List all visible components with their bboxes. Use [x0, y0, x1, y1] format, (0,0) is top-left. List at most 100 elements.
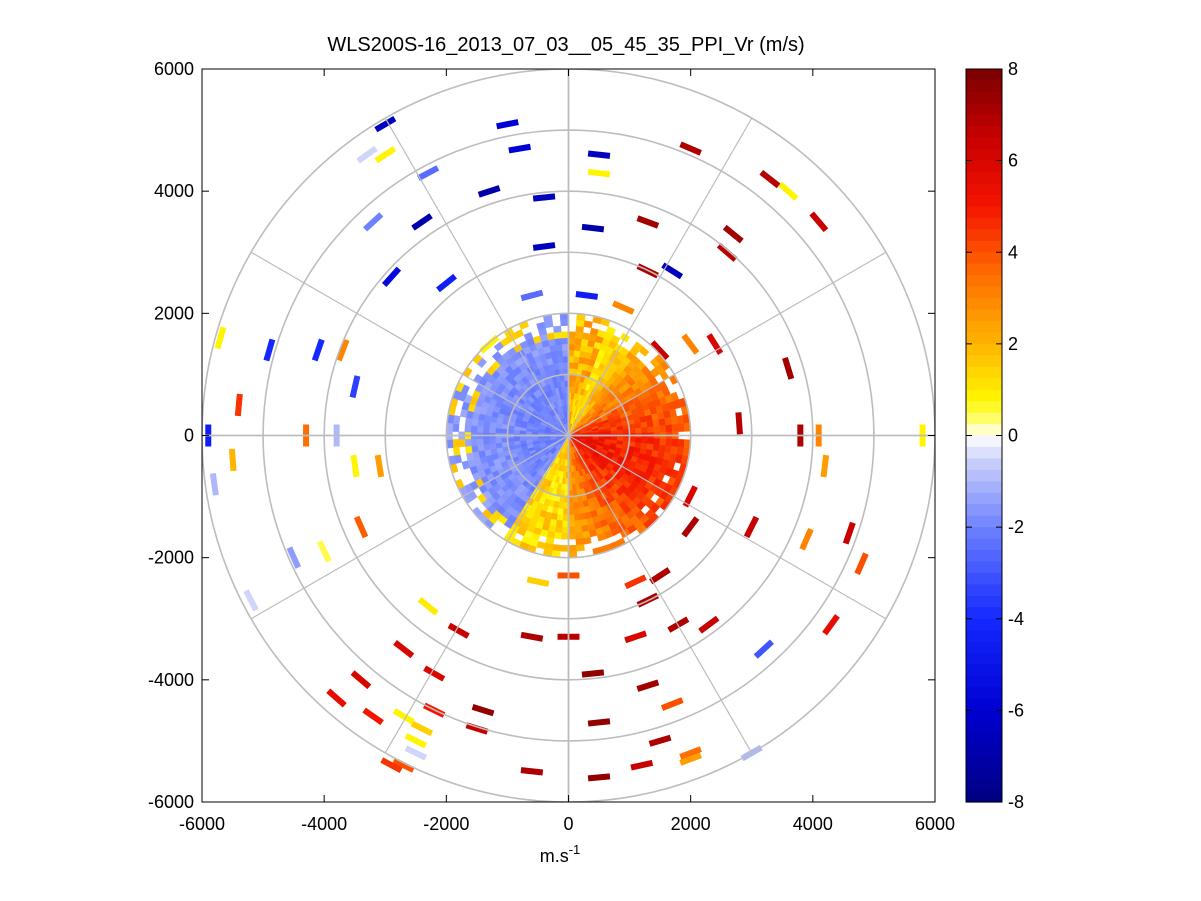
colorbar-segment: [966, 366, 1002, 379]
field-cell: [477, 444, 485, 452]
field-cell: [578, 506, 586, 515]
field-cell: [647, 426, 655, 433]
field-cell: [652, 419, 660, 427]
colorbar-segment: [966, 481, 1002, 494]
radar-return: [465, 722, 489, 735]
field-cell: [568, 343, 576, 351]
radar-return: [286, 546, 302, 569]
colorbar-segment: [966, 309, 1002, 322]
radar-return: [660, 697, 684, 711]
azimuth-spoke: [384, 435, 570, 754]
field-cell: [464, 424, 472, 433]
field-cell: [555, 519, 563, 528]
radar-return: [842, 521, 856, 545]
field-cell: [647, 438, 655, 445]
colorbar-segment: [966, 572, 1002, 585]
x-axis-label-text: m.s: [540, 846, 569, 866]
colorbar-segment: [966, 641, 1002, 654]
field-cell: [470, 425, 478, 433]
field-cell: [677, 423, 685, 432]
radar-return: [624, 574, 647, 590]
field-cell: [546, 332, 556, 341]
colorbar-tick-label: -8: [1008, 792, 1024, 812]
colorbar-segment: [966, 263, 1002, 276]
radar-return: [362, 707, 384, 726]
colorbar-segment: [966, 172, 1002, 185]
radar-return: [363, 212, 384, 232]
radar-return: [417, 597, 439, 616]
field-cell: [634, 422, 642, 429]
radar-return: [809, 211, 829, 233]
azimuth-spoke: [568, 434, 887, 620]
colorbar-segment: [966, 618, 1002, 631]
colorbar-segment: [966, 355, 1002, 368]
field-cell: [465, 445, 473, 454]
field-cell: [610, 430, 618, 435]
radar-return: [526, 576, 550, 587]
radar-return: [520, 767, 544, 776]
field-cell: [553, 532, 562, 540]
radar-return: [374, 115, 397, 133]
field-cell: [553, 331, 562, 339]
radar-return: [532, 242, 556, 251]
radar-return: [423, 665, 446, 682]
field-cell: [552, 544, 562, 552]
colorbar-segment: [966, 126, 1002, 139]
field-cell: [519, 436, 527, 441]
field-cell: [552, 325, 562, 333]
colorbar-segment: [966, 229, 1002, 242]
radar-return: [650, 340, 670, 361]
field-cell: [575, 319, 585, 327]
field-cell: [638, 346, 650, 357]
field-cell: [568, 544, 577, 552]
radar-return: [316, 540, 332, 563]
colorbar-segment: [966, 217, 1002, 230]
field-cell: [551, 356, 559, 365]
radar-return: [681, 516, 700, 538]
field-cell: [616, 429, 624, 435]
polar-grid: [202, 69, 935, 802]
x-axis: -6000 -4000 -2000 0 2000 4000 6000: [179, 69, 955, 834]
field-cell: [558, 362, 565, 370]
radar-return: [706, 333, 724, 355]
colorbar-segment: [966, 527, 1002, 540]
field-cell: [568, 331, 576, 339]
colorbar-segment: [966, 630, 1002, 643]
field-cell: [561, 520, 569, 528]
field-cell: [452, 446, 461, 456]
field-cell: [568, 532, 576, 540]
field-cell: [575, 544, 585, 552]
field-cell: [671, 423, 679, 433]
colorbar-segment: [966, 378, 1002, 391]
x-tick-label: -6000: [179, 814, 225, 834]
field-cell: [598, 431, 606, 435]
radar-return: [649, 567, 671, 585]
colorbar-segment: [966, 756, 1002, 769]
radar-return: [508, 143, 532, 154]
radar-return: [735, 412, 743, 435]
colorbar-segment: [966, 320, 1002, 334]
radar-return: [404, 745, 428, 761]
field-cell: [640, 421, 648, 429]
field-cell: [573, 507, 580, 515]
field-cell: [561, 526, 569, 534]
colorbar-segment: [966, 538, 1002, 551]
colorbar-segment: [966, 286, 1002, 299]
field-cell: [665, 438, 673, 447]
field-cell: [554, 337, 563, 345]
radar-return: [410, 720, 434, 737]
radar-return: [778, 181, 799, 201]
colorbar-segment: [966, 298, 1002, 311]
field-cell: [664, 445, 672, 454]
colorbar-segment: [966, 458, 1002, 471]
colorbar-tick-label: -4: [1008, 609, 1024, 629]
field-cell: [495, 442, 503, 449]
radar-return: [612, 300, 635, 315]
y-tick-label: -2000: [148, 548, 194, 568]
radar-return: [587, 718, 611, 727]
x-tick-label: -2000: [423, 814, 469, 834]
field-cell: [665, 424, 673, 433]
colorbar-segment: [966, 240, 1002, 253]
y-tick-label: -4000: [148, 670, 194, 690]
field-cell: [664, 417, 672, 426]
